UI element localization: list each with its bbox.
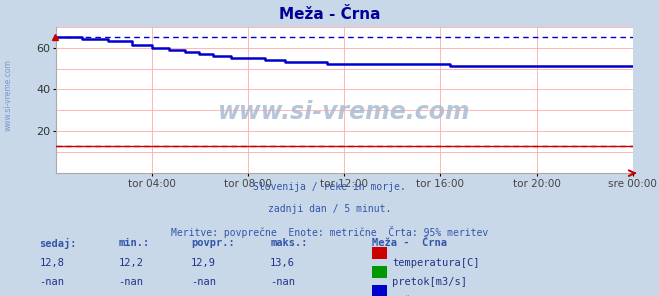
Text: -nan: -nan: [40, 277, 65, 287]
Text: -nan: -nan: [191, 277, 216, 287]
Text: Meža -  Črna: Meža - Črna: [372, 238, 447, 248]
Text: 12,2: 12,2: [119, 258, 144, 268]
Text: -nan: -nan: [270, 277, 295, 287]
Text: -nan: -nan: [119, 277, 144, 287]
Text: maks.:: maks.:: [270, 238, 308, 248]
Text: min.:: min.:: [119, 238, 150, 248]
Text: sedaj:: sedaj:: [40, 238, 77, 249]
Text: povpr.:: povpr.:: [191, 238, 235, 248]
Text: temperatura[C]: temperatura[C]: [392, 258, 480, 268]
Text: Slovenija / reke in morje.: Slovenija / reke in morje.: [253, 182, 406, 192]
Text: pretok[m3/s]: pretok[m3/s]: [392, 277, 467, 287]
Text: zadnji dan / 5 minut.: zadnji dan / 5 minut.: [268, 204, 391, 214]
Text: www.si-vreme.com: www.si-vreme.com: [218, 100, 471, 124]
Text: 13,6: 13,6: [270, 258, 295, 268]
Text: www.si-vreme.com: www.si-vreme.com: [3, 59, 13, 131]
Text: 12,8: 12,8: [40, 258, 65, 268]
Text: 12,9: 12,9: [191, 258, 216, 268]
Text: Meža - Črna: Meža - Črna: [279, 7, 380, 22]
Text: Meritve: povprečne  Enote: metrične  Črta: 95% meritev: Meritve: povprečne Enote: metrične Črta:…: [171, 226, 488, 239]
